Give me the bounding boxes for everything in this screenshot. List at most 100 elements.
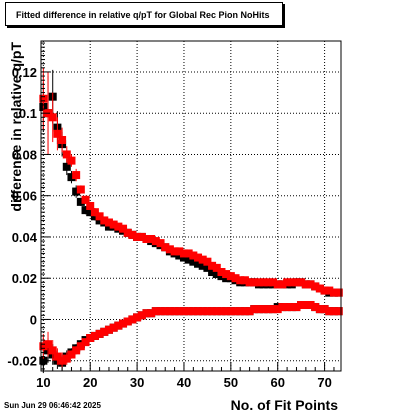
data-point bbox=[86, 202, 95, 210]
x-tick-label: 30 bbox=[130, 375, 144, 390]
plot-frame bbox=[40, 40, 342, 372]
data-point bbox=[100, 216, 109, 225]
data-point bbox=[283, 303, 292, 312]
data-point bbox=[259, 305, 268, 314]
data-point bbox=[208, 261, 217, 270]
y-tick-label: 0.04 bbox=[12, 230, 38, 245]
data-point bbox=[104, 218, 113, 227]
data-point bbox=[95, 212, 104, 221]
data-point bbox=[114, 222, 123, 231]
data-point bbox=[292, 278, 301, 287]
data-point bbox=[133, 313, 142, 322]
data-point bbox=[90, 208, 99, 217]
y-tick-label: 0 bbox=[30, 312, 37, 327]
data-point bbox=[137, 311, 146, 320]
data-point bbox=[236, 276, 245, 285]
data-point bbox=[128, 315, 137, 324]
data-point bbox=[203, 257, 212, 266]
data-point bbox=[184, 249, 193, 258]
data-point bbox=[329, 307, 338, 316]
data-point bbox=[194, 253, 203, 262]
series-layer bbox=[39, 67, 343, 374]
data-point bbox=[273, 280, 282, 289]
data-point bbox=[240, 307, 249, 316]
data-point bbox=[39, 342, 48, 351]
data-point bbox=[301, 301, 310, 309]
data-point bbox=[151, 307, 160, 316]
x-tick-label: 20 bbox=[83, 375, 97, 390]
x-tick-label: 50 bbox=[224, 375, 238, 390]
data-point bbox=[222, 307, 231, 316]
data-point bbox=[231, 274, 240, 283]
grid bbox=[41, 41, 341, 371]
data-point bbox=[208, 268, 217, 276]
data-point bbox=[156, 239, 165, 248]
data-point bbox=[179, 249, 188, 258]
data-point bbox=[189, 307, 198, 316]
data-point bbox=[58, 136, 67, 144]
x-axis-title: No. of Fit Points bbox=[231, 397, 339, 413]
data-point bbox=[137, 232, 146, 241]
x-tick-label: 10 bbox=[36, 375, 50, 390]
data-point bbox=[179, 307, 188, 316]
data-point bbox=[123, 228, 132, 237]
data-point bbox=[86, 208, 95, 217]
data-point bbox=[222, 274, 231, 283]
data-point bbox=[245, 278, 254, 287]
data-point bbox=[269, 278, 278, 287]
data-point bbox=[72, 346, 81, 355]
data-point bbox=[156, 307, 165, 316]
data-point bbox=[306, 280, 315, 289]
y-axis-title: difference in relative q/pT bbox=[8, 42, 24, 212]
data-point bbox=[194, 259, 203, 268]
data-point bbox=[165, 307, 174, 316]
data-point bbox=[273, 305, 282, 314]
data-point bbox=[329, 288, 338, 297]
data-point bbox=[250, 305, 259, 314]
data-point bbox=[334, 288, 343, 297]
data-point bbox=[198, 307, 207, 316]
data-point bbox=[109, 323, 118, 332]
data-point bbox=[297, 301, 306, 309]
data-point bbox=[194, 307, 203, 316]
data-point bbox=[39, 94, 48, 103]
data-point bbox=[175, 247, 184, 256]
data-point bbox=[76, 197, 85, 206]
data-point bbox=[259, 278, 268, 287]
data-point bbox=[165, 245, 174, 254]
data-point bbox=[128, 230, 137, 239]
data-point bbox=[278, 280, 287, 289]
data-point bbox=[44, 340, 53, 349]
data-point bbox=[76, 342, 85, 351]
data-point bbox=[67, 173, 76, 182]
data-point bbox=[212, 270, 221, 279]
data-point bbox=[217, 307, 226, 316]
data-point bbox=[175, 307, 184, 316]
axes: 10 20 30 40 50 60 70 -0.02 0 0.02 0.04 0.06 0.08 0.1 0… bbox=[7, 42, 335, 390]
data-point bbox=[226, 307, 235, 316]
data-point bbox=[62, 150, 71, 159]
data-point bbox=[53, 352, 62, 361]
data-point bbox=[142, 309, 151, 318]
data-point bbox=[320, 305, 329, 314]
y-tick-label: 0.08 bbox=[12, 147, 37, 162]
data-point bbox=[48, 346, 57, 355]
data-point bbox=[315, 284, 324, 293]
data-point bbox=[325, 307, 334, 316]
data-point bbox=[170, 247, 179, 256]
data-point bbox=[297, 278, 306, 287]
data-point bbox=[250, 278, 259, 287]
data-point bbox=[203, 307, 212, 316]
data-point bbox=[254, 278, 263, 287]
data-point bbox=[311, 282, 320, 291]
data-point bbox=[119, 224, 128, 233]
data-point bbox=[95, 216, 104, 225]
data-point bbox=[90, 331, 99, 340]
data-point bbox=[142, 235, 151, 243]
data-point bbox=[161, 307, 170, 316]
data-point bbox=[269, 305, 278, 314]
data-point bbox=[292, 303, 301, 312]
data-point bbox=[67, 350, 76, 359]
data-point bbox=[72, 187, 81, 196]
